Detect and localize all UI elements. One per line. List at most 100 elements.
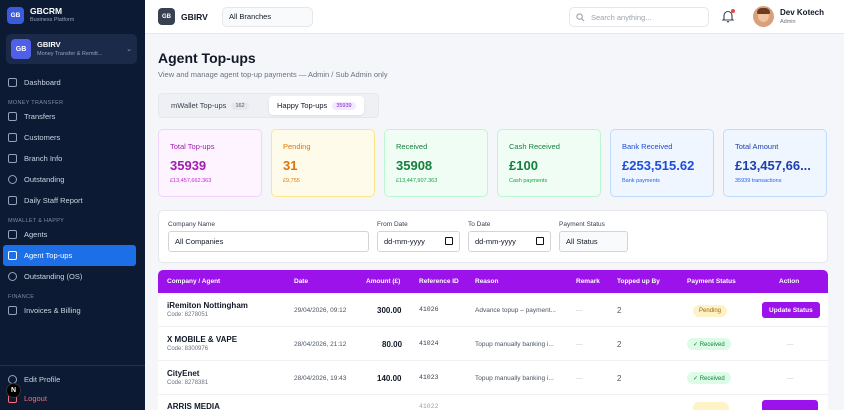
row-reference: 41023 — [419, 374, 439, 381]
from-date-input[interactable]: dd-mm-yyyy — [377, 231, 460, 252]
col-remark: Remark — [576, 278, 600, 285]
stat-sub: £9,755 — [283, 178, 300, 184]
stat-sub: 35939 transactions — [735, 178, 782, 184]
update-status-button[interactable]: Update Status — [762, 302, 820, 318]
sidebar-item-branch-info[interactable]: Branch Info — [0, 148, 136, 169]
row-amount: 80.00 — [382, 340, 403, 349]
tab-label: mWallet Top-ups — [171, 101, 227, 110]
col-topped-up-by: Topped up By — [617, 278, 660, 285]
tab-happy-topups[interactable]: Happy Top-ups 35939 — [269, 96, 364, 115]
avatar[interactable] — [753, 6, 774, 27]
brand-subtitle: Business Platform — [30, 17, 75, 23]
to-date-value: dd-mm-yyyy — [475, 237, 516, 246]
payment-status-select[interactable]: All Status — [559, 231, 628, 252]
section-money-transfer: MONEY TRANSFER — [8, 100, 64, 106]
table-row[interactable]: X MOBILE & VAPE Code: 8300976 28/04/2026… — [158, 327, 828, 361]
from-date-label: From Date — [377, 221, 408, 228]
stat-card-received: Received 35908 £13,447,907.363 — [384, 129, 488, 197]
company-label: Company Name — [168, 221, 215, 228]
sidebar-item-invoices[interactable]: Invoices & Billing — [0, 300, 136, 321]
col-reference: Reference ID — [419, 278, 459, 285]
org-switcher[interactable]: GB GBIRV Money Transfer & Remitt... ⌄ — [6, 34, 137, 64]
row-remark: — — [576, 375, 583, 382]
divider — [0, 365, 145, 366]
sidebar-item-transfers[interactable]: Transfers — [0, 106, 136, 127]
building-icon — [8, 154, 17, 163]
row-action: — — [787, 341, 794, 348]
table-row[interactable]: CityEnet Code: 8278381 28/04/2026, 19:43… — [158, 361, 828, 395]
sidebar-item-label: Customers — [24, 133, 61, 142]
agent-code: Code: 8278381 — [167, 380, 209, 386]
sidebar-item-customers[interactable]: Customers — [0, 127, 136, 148]
col-amount: Amount (£) — [366, 278, 401, 285]
sidebar-item-label: Dashboard — [24, 78, 61, 87]
row-reference: 41026 — [419, 306, 439, 313]
company-input[interactable]: All Companies — [168, 231, 369, 252]
sidebar-item-outstanding-os[interactable]: Outstanding (OS) — [0, 266, 136, 287]
stat-value: 35939 — [170, 158, 207, 173]
next-badge[interactable]: N — [6, 383, 21, 398]
user-name: Dev Kotech — [780, 8, 825, 17]
table-row[interactable]: iRemiton Nottingham Code: 8278051 29/04/… — [158, 293, 828, 327]
stat-label: Total Amount — [735, 142, 779, 151]
notification-dot — [731, 9, 735, 13]
status-badge: Pending — [693, 305, 728, 317]
sidebar-item-label: Daily Staff Report — [24, 196, 83, 205]
page-title: Agent Top-ups — [158, 50, 256, 66]
sidebar-item-label: Agent Top-ups — [24, 251, 73, 260]
row-remark: — — [576, 307, 583, 314]
chevron-down-icon: ⌄ — [126, 46, 132, 53]
agent-name: ARRIS MEDIA — [167, 402, 220, 410]
row-amount: 140.00 — [377, 374, 402, 383]
row-action: — — [787, 375, 794, 382]
stat-value: £253,515.62 — [622, 158, 695, 173]
section-finance: FINANCE — [8, 294, 35, 300]
stat-value: £13,457,66... — [735, 158, 811, 173]
report-icon — [8, 196, 17, 205]
edit-profile-link[interactable]: Edit Profile — [0, 370, 136, 389]
row-topped-by: 2 — [617, 306, 622, 315]
row-topped-by: 2 — [617, 374, 622, 383]
dashboard-icon — [8, 78, 17, 87]
org-name: GBIRV — [37, 40, 61, 49]
col-action: Action — [779, 278, 800, 285]
col-date: Date — [294, 278, 309, 285]
sidebar-item-daily-staff-report[interactable]: Daily Staff Report — [0, 190, 136, 211]
calendar-icon — [445, 237, 453, 245]
invoice-icon — [8, 306, 17, 315]
sidebar-item-label: Invoices & Billing — [24, 306, 81, 315]
stat-label: Total Top-ups — [170, 142, 215, 151]
search-icon — [576, 12, 585, 21]
org-logo: GB — [11, 39, 31, 59]
row-date: 28/04/2026, 19:43 — [294, 375, 347, 382]
col-reason: Reason — [475, 278, 499, 285]
search-input[interactable]: Search anything... — [569, 7, 709, 27]
brand: GB GBCRM Business Platform — [0, 0, 145, 30]
stat-sub: £13,457,662.363 — [170, 178, 212, 184]
branch-select[interactable]: All Branches — [222, 7, 313, 27]
to-date-input[interactable]: dd-mm-yyyy — [468, 231, 551, 252]
bell-icon[interactable] — [722, 10, 734, 23]
sidebar-item-dashboard[interactable]: Dashboard — [0, 72, 136, 93]
stat-label: Bank Received — [622, 142, 673, 151]
sidebar-item-agents[interactable]: Agents — [0, 224, 136, 245]
row-reason: Topup manually banking i... — [475, 341, 554, 348]
status-badge: ✓ Received — [687, 338, 731, 350]
row-amount: 300.00 — [377, 306, 402, 315]
stat-card-bank-received: Bank Received £253,515.62 Bank payments — [610, 129, 714, 197]
edit-profile-label: Edit Profile — [24, 375, 61, 384]
tab-label: Happy Top-ups — [277, 101, 328, 110]
stat-value: £100 — [509, 158, 538, 173]
sidebar-item-outstanding[interactable]: Outstanding — [0, 169, 136, 190]
sidebar-item-agent-topups[interactable]: Agent Top-ups — [3, 245, 136, 266]
users-icon — [8, 230, 17, 239]
user-role: Admin — [780, 19, 796, 25]
table-row[interactable]: ARRIS MEDIA 41022 — [158, 395, 828, 410]
topbar-org-name: GBIRV — [181, 12, 208, 22]
row-reason: Topup manually banking i... — [475, 375, 554, 382]
update-status-button[interactable] — [762, 400, 818, 410]
tab-mwallet-topups[interactable]: mWallet Top-ups 162 — [163, 96, 257, 115]
stat-value: 35908 — [396, 158, 433, 173]
sidebar-item-label: Outstanding (OS) — [24, 272, 83, 281]
stat-label: Received — [396, 142, 428, 151]
